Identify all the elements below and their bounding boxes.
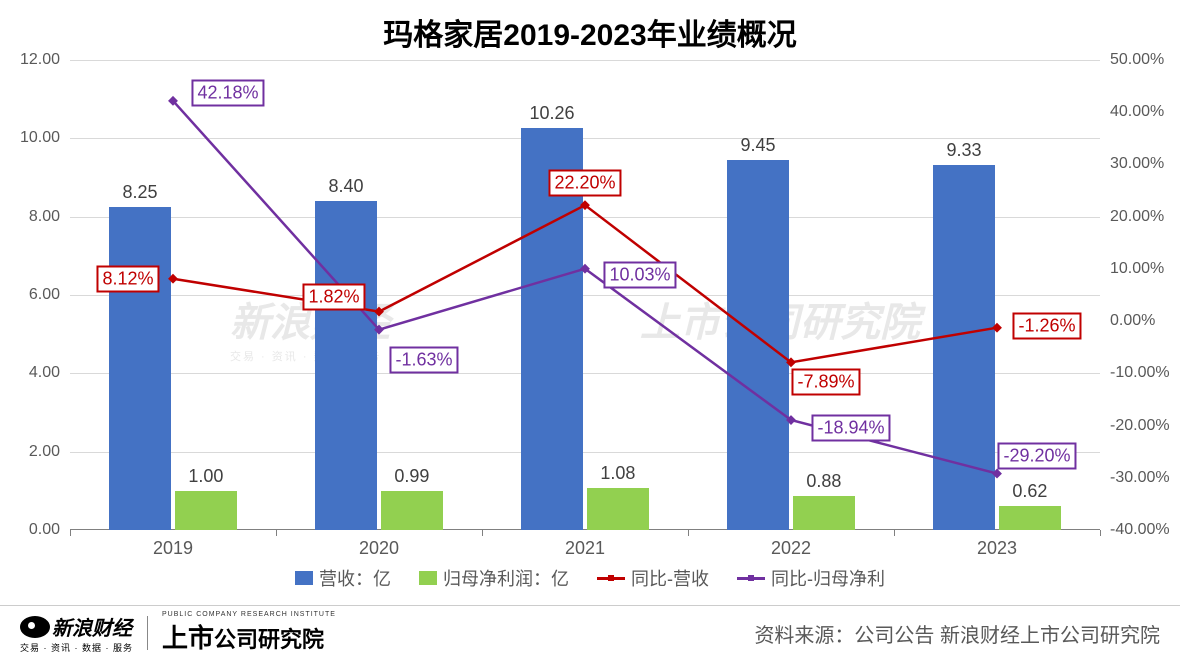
- legend-item: 营收：亿: [295, 565, 391, 591]
- legend-swatch-line: [597, 577, 625, 580]
- sina-logo-subtext: 交易 · 资讯 · 数据 · 服务: [20, 641, 133, 654]
- line-value-label: 42.18%: [191, 79, 264, 106]
- legend: 营收：亿 归母净利润：亿 同比-营收 同比-归母净利: [0, 565, 1180, 591]
- logo-divider: [147, 616, 148, 650]
- x-tick: [482, 530, 483, 536]
- sina-logo-text: 新浪财经: [52, 612, 132, 641]
- y-right-tick-label: 40.00%: [1110, 103, 1164, 121]
- y-left-tick-label: 8.00: [29, 208, 60, 226]
- legend-item: 同比-营收: [597, 565, 709, 591]
- data-source-label: 资料来源：公司公告 新浪财经上市公司研究院: [754, 619, 1160, 648]
- sina-eye-icon: [20, 616, 50, 638]
- institute-sub: PUBLIC COMPANY RESEARCH INSTITUTE: [162, 611, 336, 618]
- y-left-tick-label: 0.00: [29, 521, 60, 539]
- x-tick: [894, 530, 895, 536]
- legend-label: 归母净利润：亿: [443, 565, 569, 591]
- y-right-tick-label: 10.00%: [1110, 260, 1164, 278]
- x-tick: [70, 530, 71, 536]
- y-left-tick-label: 2.00: [29, 443, 60, 461]
- x-axis-label: 2021: [565, 538, 605, 559]
- line-series-svg: [70, 60, 1100, 530]
- x-axis-label: 2019: [153, 538, 193, 559]
- y-right-tick-label: 20.00%: [1110, 208, 1164, 226]
- line-value-label: 10.03%: [603, 261, 676, 288]
- line-marker: [992, 469, 1002, 479]
- y-right-tick-label: -10.00%: [1110, 364, 1170, 382]
- line-value-label: -7.89%: [791, 369, 860, 396]
- line-value-label: -29.20%: [997, 442, 1076, 469]
- line-rev_yoy: [173, 205, 997, 362]
- line-marker: [168, 274, 178, 284]
- legend-item: 归母净利润：亿: [419, 565, 569, 591]
- y-left-tick-label: 12.00: [20, 51, 60, 69]
- x-tick: [276, 530, 277, 536]
- legend-label: 同比-归母净利: [771, 565, 885, 591]
- legend-swatch-line: [737, 577, 765, 580]
- x-axis-label: 2022: [771, 538, 811, 559]
- y-left-tick-label: 10.00: [20, 129, 60, 147]
- y-right-tick-label: -40.00%: [1110, 521, 1170, 539]
- y-right-tick-label: -20.00%: [1110, 417, 1170, 435]
- x-axis-label: 2020: [359, 538, 399, 559]
- legend-label: 营收：亿: [319, 565, 391, 591]
- y-right-tick-label: 0.00%: [1110, 312, 1155, 330]
- legend-swatch-box: [419, 571, 437, 585]
- line-value-label: 8.12%: [96, 265, 159, 292]
- line-value-label: -1.63%: [389, 346, 458, 373]
- y-right-tick-label: -30.00%: [1110, 469, 1170, 487]
- chart-title: 玛格家居2019-2023年业绩概况: [0, 0, 1180, 54]
- footer-logos: 新浪财经 交易 · 资讯 · 数据 · 服务 PUBLIC COMPANY RE…: [20, 611, 336, 655]
- y-left-tick-label: 4.00: [29, 364, 60, 382]
- line-value-label: -18.94%: [811, 415, 890, 442]
- legend-label: 同比-营收: [631, 565, 709, 591]
- chart-plot-area: 新浪财经交易 · 资讯 · 数据 · 服务上市公司研究院 0.002.004.0…: [70, 60, 1100, 530]
- x-tick: [1100, 530, 1101, 536]
- footer: 新浪财经 交易 · 资讯 · 数据 · 服务 PUBLIC COMPANY RE…: [0, 605, 1180, 660]
- y-left-tick-label: 6.00: [29, 286, 60, 304]
- y-right-tick-label: 50.00%: [1110, 51, 1164, 69]
- line-value-label: 1.82%: [302, 283, 365, 310]
- y-right-tick-label: 30.00%: [1110, 155, 1164, 173]
- legend-swatch-box: [295, 571, 313, 585]
- sina-finance-logo: 新浪财经 交易 · 资讯 · 数据 · 服务: [20, 612, 133, 654]
- line-value-label: -1.26%: [1012, 312, 1081, 339]
- line-marker: [374, 307, 384, 317]
- legend-item: 同比-归母净利: [737, 565, 885, 591]
- line-value-label: 22.20%: [548, 170, 621, 197]
- x-axis-label: 2023: [977, 538, 1017, 559]
- institute-name: 上市公司研究院: [162, 618, 336, 655]
- institute-logo: PUBLIC COMPANY RESEARCH INSTITUTE 上市公司研究…: [162, 611, 336, 655]
- line-marker: [992, 323, 1002, 333]
- x-tick: [688, 530, 689, 536]
